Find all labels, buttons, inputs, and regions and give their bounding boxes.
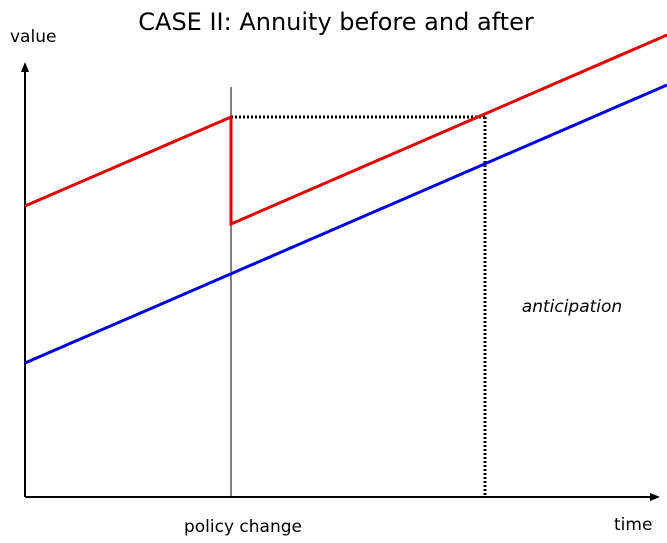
red-line	[24, 33, 667, 227]
title: CASE II: Annuity before and after	[138, 8, 534, 36]
x-axis-arrow	[650, 493, 660, 501]
y-axis-label: value	[10, 27, 56, 47]
event-label: policy change	[184, 517, 302, 537]
region-label: anticipation	[522, 297, 622, 317]
x-axis-label: time	[614, 515, 652, 535]
y-axis-arrow	[21, 62, 29, 72]
blue-line	[24, 83, 667, 365]
